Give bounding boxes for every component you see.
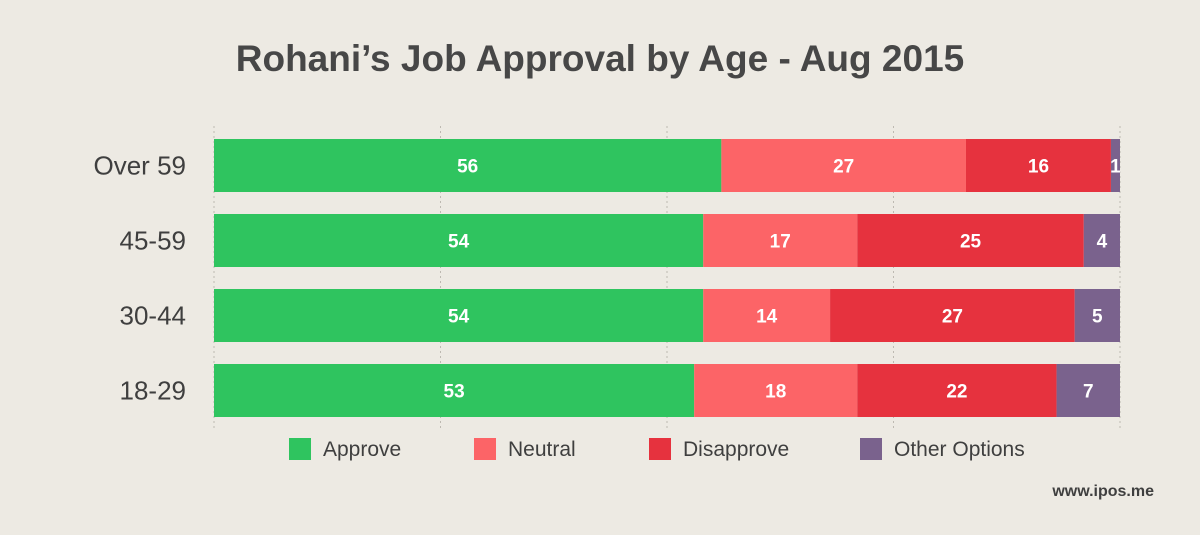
- bar-segment: [214, 364, 695, 417]
- data-label: 53: [444, 382, 465, 403]
- bar-segment: [857, 364, 1057, 417]
- bar-segment: [703, 214, 858, 267]
- data-label: 18: [765, 382, 786, 403]
- data-label: 5: [1092, 307, 1103, 328]
- data-label: 54: [448, 307, 470, 328]
- legend-entry: Disapprove: [683, 438, 789, 461]
- category-label: 30-44: [120, 301, 187, 331]
- data-label: 27: [942, 307, 963, 328]
- bar-segment: [721, 139, 966, 192]
- legend-swatch: [860, 438, 882, 460]
- bar-segment: [214, 289, 704, 342]
- bars: 56 27 16 1 54 17 25 4 54 14 27 5 53 18 22 7: [214, 139, 1121, 417]
- bar-segment: [1056, 364, 1120, 417]
- data-label: 7: [1083, 382, 1094, 403]
- data-label: 1: [1110, 157, 1121, 178]
- legend-swatch: [649, 438, 671, 460]
- data-label: 56: [457, 157, 478, 178]
- data-label: 14: [756, 307, 778, 328]
- data-label: 22: [946, 382, 967, 403]
- data-label: 16: [1028, 157, 1049, 178]
- category-label: Over 59: [94, 151, 187, 181]
- legend-swatch: [289, 438, 311, 460]
- data-label: 25: [960, 232, 982, 253]
- data-label: 4: [1097, 232, 1108, 253]
- bar-segment: [965, 139, 1111, 192]
- category-label: 18-29: [120, 376, 187, 406]
- category-label: 45-59: [120, 226, 187, 256]
- bar-segment: [857, 214, 1084, 267]
- bar-segment: [214, 214, 704, 267]
- bar-segment: [1083, 214, 1120, 267]
- bar-segment: [1110, 139, 1120, 192]
- bar-segment: [703, 289, 831, 342]
- data-label: 54: [448, 232, 470, 253]
- bar-segment: [694, 364, 858, 417]
- legend-entry: Other Options: [894, 438, 1025, 461]
- legend-swatch: [474, 438, 496, 460]
- category-labels: Over 59 45-59 30-44 18-29: [94, 151, 187, 406]
- bar-segment: [830, 289, 1075, 342]
- bar-segment: [1074, 289, 1120, 342]
- legend-entry: Neutral: [508, 438, 576, 461]
- legend-entry: Approve: [323, 438, 401, 461]
- source-watermark: www.ipos.me: [1052, 483, 1154, 500]
- data-label: 27: [833, 157, 854, 178]
- legend: Approve Neutral Disapprove Other Options: [289, 438, 1025, 461]
- bar-segment: [214, 139, 722, 192]
- chart-title: Rohani’s Job Approval by Age - Aug 2015: [235, 38, 965, 79]
- data-label: 17: [770, 232, 791, 253]
